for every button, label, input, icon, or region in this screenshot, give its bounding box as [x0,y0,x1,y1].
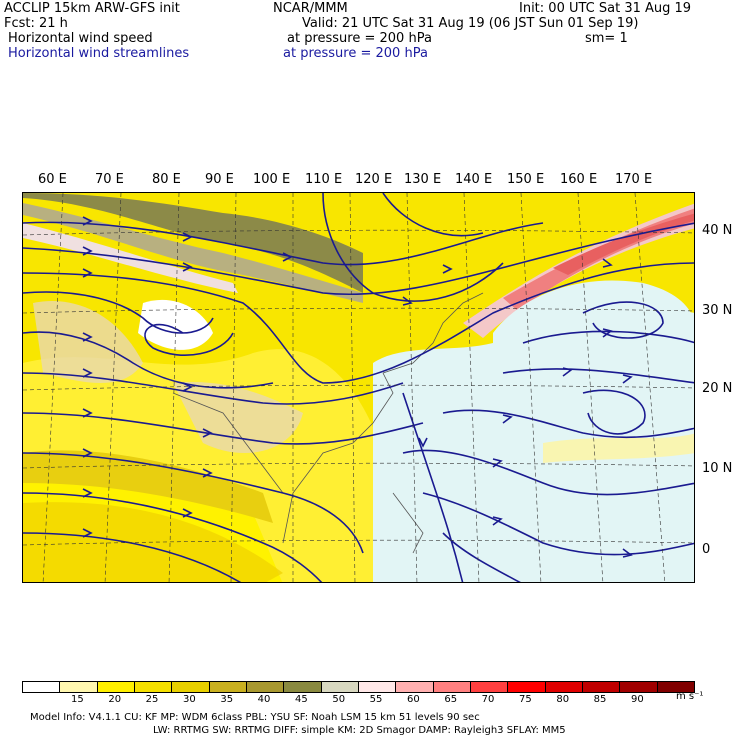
colorbar-label: 55 [369,694,383,705]
colorbar-swatch [59,681,98,693]
colorbar-label: 80 [556,694,570,705]
colorbar-label: 35 [220,694,234,705]
colorbar-swatch [544,681,583,693]
colorbar-swatch [96,681,135,693]
colorbar-swatch [432,681,471,693]
colorbar-unit: m s⁻¹ [676,691,704,702]
longitude-label: 160 E [560,172,598,187]
colorbar-swatch [246,681,285,693]
colorbar-label: 70 [481,694,495,705]
colorbar-label: 65 [444,694,458,705]
longitude-label: 150 E [507,172,545,187]
wind-map-svg [23,193,694,582]
colorbar-swatch [134,681,173,693]
colorbar-swatch [208,681,247,693]
wind-map [22,192,695,583]
latitude-label: 20 N [702,381,733,396]
colorbar-swatch [619,681,658,693]
longitude-label: 90 E [205,172,234,187]
longitude-label: 130 E [404,172,442,187]
field2-label: Horizontal wind streamlines [8,46,190,61]
latitude-label: 0 [702,542,711,557]
colorbar-label: 50 [332,694,346,705]
colorbar-swatch [395,681,434,693]
colorbar-swatch [582,681,621,693]
field2-level: at pressure = 200 hPa [283,46,428,61]
colorbar-label: 45 [295,694,308,705]
longitude-label: 60 E [38,172,67,187]
latitude-label: 40 N [702,223,733,238]
longitude-label: 140 E [455,172,493,187]
colorbar-swatch [283,681,322,693]
colorbar-swatch [320,681,359,693]
valid-time: Valid: 21 UTC Sat 31 Aug 19 (06 JST Sun … [302,16,639,31]
model-info-line1: Model Info: V4.1.1 CU: KF MP: WDM 6class… [30,712,480,723]
colorbar-label: 30 [183,694,196,705]
longitude-label: 110 E [305,172,343,187]
center-label: NCAR/MMM [273,1,348,16]
longitude-label: 80 E [152,172,181,187]
longitude-label: 70 E [95,172,124,187]
colorbar-swatch [470,681,509,693]
field1-label: Horizontal wind speed [8,31,153,46]
init-time: Init: 00 UTC Sat 31 Aug 19 [519,1,692,16]
model-title: ACCLIP 15km ARW-GFS init [4,1,180,16]
colorbar-swatch [22,681,61,693]
latitude-label: 10 N [702,461,733,476]
model-info-line2: LW: RRTMG SW: RRTMG DIFF: simple KM: 2D … [153,725,566,736]
colorbar-swatch [656,681,695,693]
colorbar-swatch [358,681,397,693]
colorbar-label: 85 [593,694,607,705]
colorbar-label: 90 [631,694,644,705]
colorbar-label: 60 [407,694,420,705]
colorbar-label: 75 [519,694,532,705]
field1-level: at pressure = 200 hPa [287,31,432,46]
colorbar-swatch [171,681,210,693]
colorbar-label: 15 [71,694,84,705]
longitude-label: 170 E [615,172,653,187]
forecast-hour: Fcst: 21 h [4,16,68,31]
colorbar-label: 20 [108,694,122,705]
longitude-label: 100 E [253,172,291,187]
longitude-label: 120 E [355,172,393,187]
colorbar-label: 25 [145,694,159,705]
smoothing-label: sm= 1 [585,31,628,46]
latitude-label: 30 N [702,303,733,318]
colorbar-swatch [507,681,546,693]
colorbar-label: 40 [257,694,271,705]
